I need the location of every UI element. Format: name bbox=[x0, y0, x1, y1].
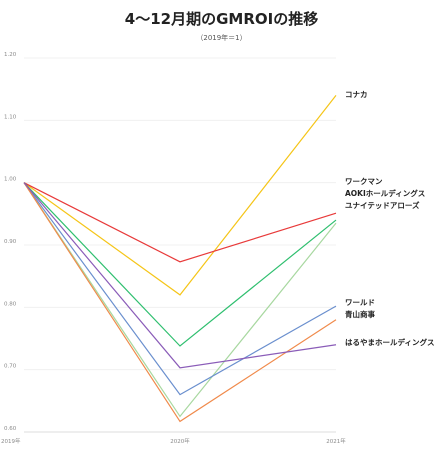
series-line bbox=[23, 182, 337, 347]
y-tick-label: 1.20 bbox=[4, 52, 17, 58]
y-tick-label: 0.70 bbox=[4, 364, 17, 370]
series-label: 青山商事 bbox=[345, 309, 375, 319]
series-label: コナカ bbox=[345, 90, 368, 99]
y-tick-label: 0.90 bbox=[4, 239, 17, 245]
y-tick-label: 1.10 bbox=[4, 114, 17, 120]
axis-layer: 0.60 0.70 0.80 0.90 1.00 1.10 1.20 2019年 2020年 20… bbox=[1, 52, 346, 445]
series-line bbox=[23, 182, 337, 396]
series-line bbox=[23, 95, 337, 296]
y-tick-label: 0.80 bbox=[4, 301, 17, 307]
y-tick-label: 0.60 bbox=[4, 426, 17, 432]
x-tick-label: 2021年 bbox=[326, 437, 346, 445]
series-line bbox=[23, 182, 337, 369]
series-line bbox=[23, 182, 337, 423]
series-layer bbox=[23, 95, 337, 423]
series-label: はるやまホールディングス bbox=[345, 337, 434, 347]
series-label: ワールド bbox=[345, 298, 375, 307]
chart-subtitle: （2019年＝1） bbox=[196, 33, 246, 42]
grid-layer bbox=[24, 57, 336, 371]
x-tick-label: 2020年 bbox=[170, 437, 190, 445]
x-tick-label: 2019年 bbox=[1, 437, 21, 445]
series-line bbox=[23, 182, 337, 418]
series-label: AOKIホールディングス bbox=[345, 188, 425, 198]
series-label: ユナイテッドアローズ bbox=[345, 200, 420, 210]
chart-title: 4～12月期のGMROIの推移 bbox=[125, 10, 318, 28]
series-line bbox=[23, 182, 337, 263]
y-tick-label: 1.00 bbox=[4, 177, 17, 183]
series-label: ワークマン bbox=[345, 176, 383, 186]
